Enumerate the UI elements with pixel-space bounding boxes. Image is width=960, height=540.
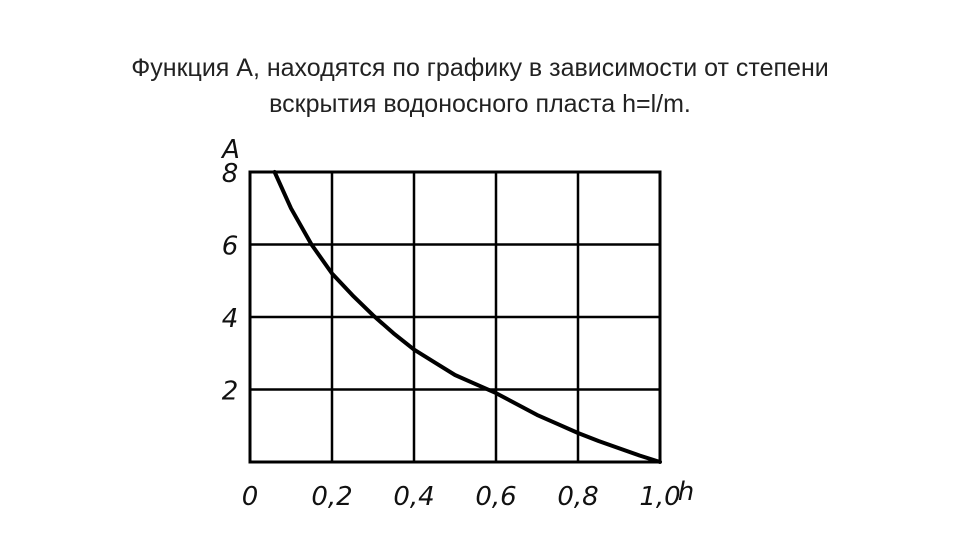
x-tick-label: 0,8 (557, 482, 598, 512)
x-tick-label: 0,2 (311, 482, 352, 512)
y-tick-label: 6 (222, 232, 239, 262)
x-tick-label: 0 (242, 482, 259, 512)
y-tick-label: 4 (222, 304, 239, 334)
x-tick-label: 1,0 (639, 482, 680, 512)
y-tick-label: 8 (222, 159, 239, 189)
chart-grid (248, 170, 662, 464)
series-line-0 (272, 170, 662, 464)
slide-title-line-2: вскрытия водоносного пласта h=l/m. (269, 90, 691, 118)
y-axis-label: A (220, 135, 240, 165)
y-tick-label: 2 (222, 377, 239, 407)
x-tick-label: 0,4 (393, 482, 434, 512)
slide-title-line-1: Функция А, находятся по графику в зависи… (131, 54, 829, 82)
x-tick-label: 0,6 (475, 482, 516, 512)
slide-title: Функция А, находятся по графику в зависи… (40, 50, 920, 122)
x-axis-label: h (678, 477, 694, 507)
chart-labels: 0 0,2 0,4 0,6 0,8 1,0 2 4 6 8Ah (220, 135, 694, 512)
chart-series (272, 170, 662, 464)
